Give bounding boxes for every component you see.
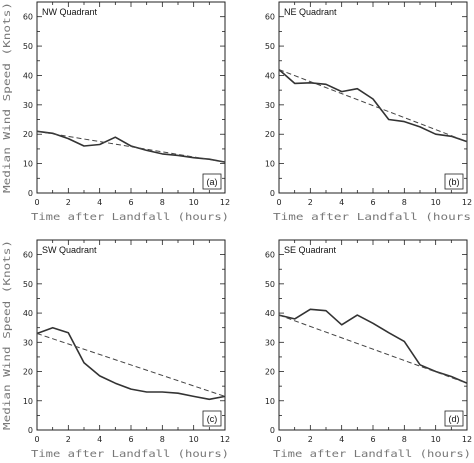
plot-frame bbox=[278, 239, 468, 431]
median-wind-line bbox=[36, 130, 226, 163]
x-axis-label: Time after Landfall (hours) bbox=[31, 212, 229, 223]
y-tick-label: 0 bbox=[28, 426, 33, 435]
y-tick-label: 60 bbox=[23, 13, 33, 22]
x-tick-label: 2 bbox=[66, 435, 71, 444]
x-tick-label: 4 bbox=[339, 198, 344, 207]
x-tick-label: 10 bbox=[189, 435, 199, 444]
x-tick-label: 6 bbox=[128, 198, 133, 207]
y-tick-label: 30 bbox=[265, 101, 275, 110]
y-tick-label: 30 bbox=[23, 101, 33, 110]
y-tick-label: 20 bbox=[265, 368, 275, 377]
x-tick-label: 4 bbox=[97, 435, 102, 444]
y-tick-label: 0 bbox=[270, 426, 275, 435]
x-tick-label: 10 bbox=[189, 198, 199, 207]
x-tick-label: 0 bbox=[34, 198, 39, 207]
x-tick-label: 6 bbox=[128, 435, 133, 444]
x-tick-label: 12 bbox=[462, 435, 472, 444]
x-tick-label: 10 bbox=[431, 435, 441, 444]
median-wind-line bbox=[36, 326, 226, 401]
x-tick-label: 8 bbox=[402, 198, 407, 207]
panel-title: NW Quadrant bbox=[42, 7, 98, 17]
x-tick-label: 12 bbox=[220, 198, 230, 207]
plot-frame bbox=[36, 1, 226, 194]
y-tick-label: 40 bbox=[23, 71, 33, 80]
panel-tag: (a) bbox=[207, 177, 218, 187]
y-tick-label: 40 bbox=[265, 309, 275, 318]
trend-line-dashed bbox=[278, 69, 468, 143]
y-tick-label: 30 bbox=[265, 338, 275, 347]
x-tick-label: 4 bbox=[97, 198, 102, 207]
x-tick-label: 0 bbox=[34, 435, 39, 444]
panel-tag: (d) bbox=[449, 414, 460, 424]
median-wind-line bbox=[278, 68, 468, 143]
x-tick-label: 2 bbox=[308, 435, 313, 444]
y-tick-label: 20 bbox=[265, 130, 275, 139]
x-tick-label: 8 bbox=[160, 198, 165, 207]
y-tick-label: 60 bbox=[265, 13, 275, 22]
x-axis-label: Time after Landfall (hours) bbox=[273, 449, 471, 460]
x-axis-label: Time after Landfall (hours bbox=[273, 212, 471, 223]
chart-panel-3: 0 2 4 6 8 10 12 0 10 20 30 40 50 60 SE Quadrant (d) Time… bbox=[265, 239, 472, 460]
y-tick-label: 30 bbox=[23, 338, 33, 347]
panel-tag-box bbox=[444, 173, 464, 190]
y-tick-label: 60 bbox=[265, 251, 275, 260]
panel-title: SE Quadrant bbox=[284, 245, 337, 255]
y-tick-label: 10 bbox=[265, 160, 275, 169]
y-tick-label: 50 bbox=[23, 42, 33, 51]
chart-panel-1: 0 2 4 6 8 10 12 0 10 20 30 40 50 60 NE Quadrant (b) Time… bbox=[265, 1, 472, 223]
chart-panel-0: 0 2 4 6 8 10 12 0 10 20 30 40 50 60 NW Quadrant (a) Time… bbox=[2, 1, 230, 223]
x-tick-label: 0 bbox=[276, 435, 281, 444]
x-tick-label: 12 bbox=[462, 198, 472, 207]
x-axis-label: Time after Landfall (hours) bbox=[31, 449, 229, 460]
y-tick-label: 10 bbox=[265, 397, 275, 406]
x-tick-label: 6 bbox=[370, 435, 375, 444]
chart-panel-2: 0 2 4 6 8 10 12 0 10 20 30 40 50 60 SW Quadrant (c) Time… bbox=[2, 239, 230, 460]
panel-title: NE Quadrant bbox=[284, 7, 337, 17]
y-tick-label: 40 bbox=[265, 71, 275, 80]
x-tick-label: 0 bbox=[276, 198, 281, 207]
panel-tag: (c) bbox=[207, 414, 218, 424]
y-tick-label: 0 bbox=[28, 189, 33, 198]
y-tick-label: 0 bbox=[270, 189, 275, 198]
y-tick-label: 60 bbox=[23, 251, 33, 260]
x-tick-label: 8 bbox=[402, 435, 407, 444]
plot-frame bbox=[278, 1, 468, 194]
trend-line-dashed bbox=[36, 333, 226, 397]
x-tick-label: 12 bbox=[220, 435, 230, 444]
y-tick-label: 10 bbox=[23, 160, 33, 169]
x-tick-label: 8 bbox=[160, 435, 165, 444]
y-tick-label: 20 bbox=[23, 368, 33, 377]
x-tick-label: 6 bbox=[370, 198, 375, 207]
y-tick-label: 10 bbox=[23, 397, 33, 406]
plot-frame bbox=[36, 239, 226, 431]
y-axis-label: Median Wind Speed (Knots) bbox=[2, 2, 13, 193]
x-tick-label: 2 bbox=[66, 198, 71, 207]
median-wind-line bbox=[278, 308, 468, 384]
x-tick-label: 2 bbox=[308, 198, 313, 207]
y-tick-label: 50 bbox=[265, 42, 275, 51]
panel-title: SW Quadrant bbox=[42, 245, 97, 255]
panel-tag: (b) bbox=[449, 177, 460, 187]
y-axis-label: Median Wind Speed (Knots) bbox=[2, 240, 13, 430]
panel-tag-box bbox=[202, 410, 222, 427]
panel-tag-box bbox=[444, 410, 464, 427]
y-tick-label: 50 bbox=[265, 280, 275, 289]
y-tick-label: 40 bbox=[23, 309, 33, 318]
panel-tag-box bbox=[202, 173, 222, 190]
x-tick-label: 4 bbox=[339, 435, 344, 444]
y-tick-label: 20 bbox=[23, 130, 33, 139]
y-tick-label: 50 bbox=[23, 280, 33, 289]
x-tick-label: 10 bbox=[431, 198, 441, 207]
trend-line-dashed bbox=[278, 314, 468, 384]
